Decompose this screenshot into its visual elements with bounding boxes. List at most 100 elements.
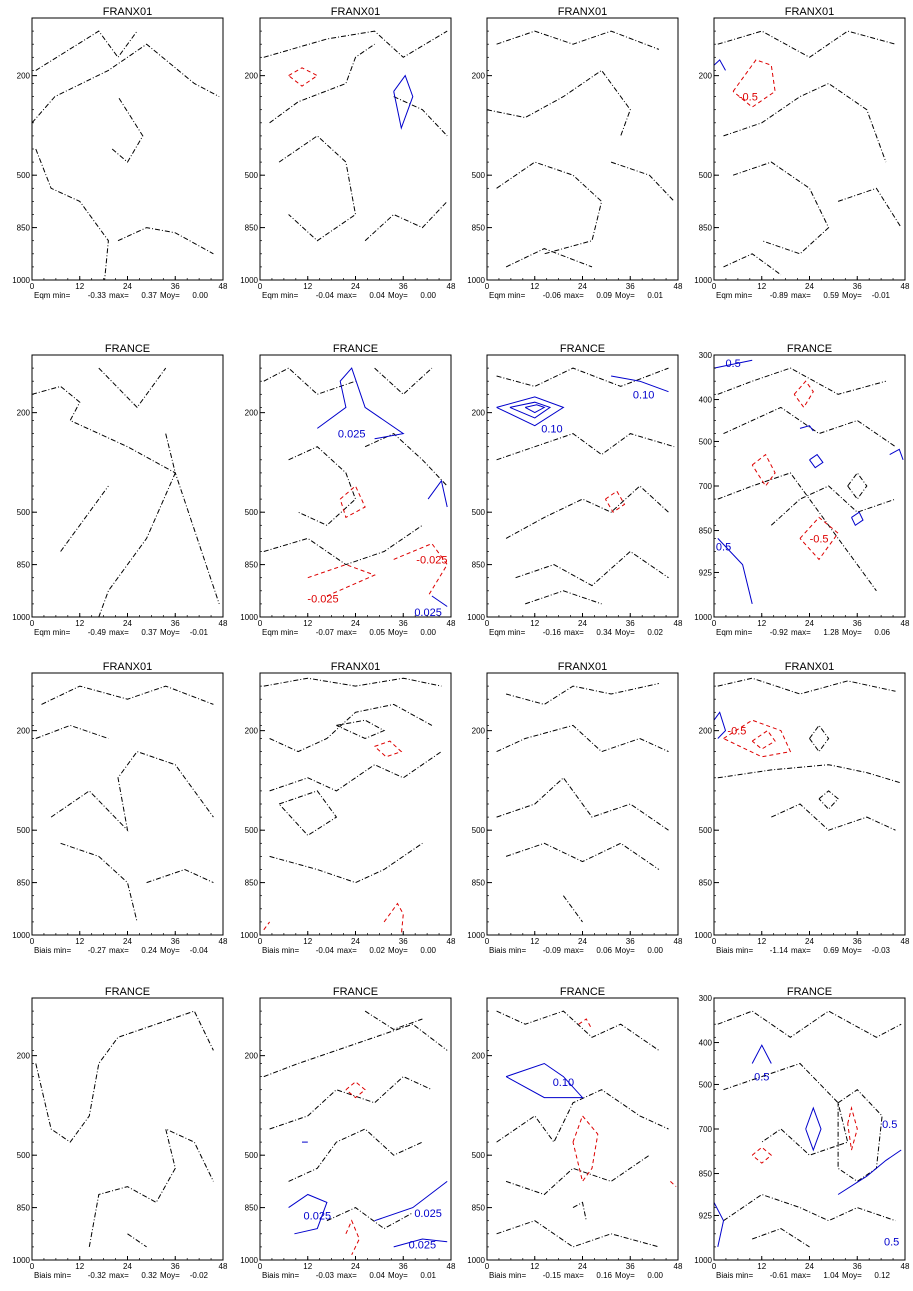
panel-title: FRANCE [105, 986, 150, 998]
x-tick-label: 48 [447, 1262, 456, 1271]
zero-contour [35, 724, 109, 739]
x-tick-label: 36 [626, 282, 635, 291]
x-tick-label: 24 [578, 1262, 587, 1271]
x-tick-label: 48 [219, 282, 228, 291]
contour-label: 0.025 [304, 1210, 332, 1222]
x-tick-label: 48 [219, 937, 228, 946]
stats-max-label: max= [791, 628, 811, 637]
x-tick-label: 12 [303, 282, 312, 291]
panel-title: FRANX01 [331, 661, 381, 673]
y-tick-label: 200 [245, 727, 259, 736]
x-tick-label: 0 [485, 1262, 490, 1271]
y-tick-label: 1000 [240, 613, 258, 622]
stats-max-value: 0.16 [596, 1271, 612, 1280]
zero-contour [146, 868, 214, 884]
y-tick-label: 300 [699, 351, 713, 360]
x-tick-label: 12 [303, 1262, 312, 1271]
y-tick-label: 850 [699, 527, 713, 536]
stats-moy-value: 0.06 [874, 628, 890, 637]
x-tick-label: 0 [712, 619, 717, 628]
stats-label: Eqm min= [716, 628, 753, 637]
zero-contour [88, 1128, 214, 1247]
y-tick-label: 200 [699, 727, 713, 736]
stats-moy-label: Moy= [160, 1271, 180, 1280]
x-tick-label: 24 [805, 619, 814, 628]
positive-contour [805, 1106, 822, 1152]
stats-min-value: -0.07 [316, 628, 335, 637]
y-tick-label: 850 [699, 224, 713, 233]
zero-contour [35, 148, 109, 281]
stats-max-label: max= [109, 1271, 129, 1280]
zero-contour [717, 30, 896, 58]
stats-moy-value: 0.01 [420, 1271, 436, 1280]
y-tick-label: 200 [245, 1052, 259, 1061]
stats-max-label: max= [791, 291, 811, 300]
panel-title: FRANX01 [558, 661, 608, 673]
zero-contour [717, 677, 896, 695]
y-tick-label: 850 [699, 879, 713, 888]
zero-contour [525, 590, 602, 605]
x-tick-label: 36 [853, 282, 862, 291]
x-tick-label: 0 [485, 619, 490, 628]
zero-contour [771, 803, 896, 831]
stats-moy-value: 0.01 [647, 291, 663, 300]
negative-contour [723, 719, 792, 758]
y-tick-label: 200 [17, 1052, 31, 1061]
y-tick-label: 500 [17, 171, 31, 180]
zero-contour [752, 1228, 810, 1248]
x-tick-label: 36 [399, 282, 408, 291]
x-tick-label: 48 [447, 619, 456, 628]
zero-contour [496, 1089, 669, 1144]
zero-contour [35, 30, 138, 71]
zero-contour [610, 161, 675, 202]
y-tick-label: 500 [699, 437, 713, 446]
y-tick-label: 1000 [694, 276, 712, 285]
x-tick-label: 12 [303, 619, 312, 628]
negative-contour [793, 380, 814, 409]
stats-label: Biais min= [489, 946, 526, 955]
contour-label: 0.025 [414, 607, 442, 619]
panel-4: FRANX01 -0.5 0 12 24 36 48 200 500 850 1000 Eqm min… [694, 6, 910, 300]
zero-contour [818, 790, 839, 810]
panel-title: FRANCE [105, 343, 150, 355]
zero-contour [127, 1233, 147, 1248]
stats-moy-value: 0.00 [192, 291, 208, 300]
stats-min-value: -0.04 [316, 946, 335, 955]
negative-contour [572, 1114, 599, 1183]
stats-moy-value: -0.03 [872, 946, 891, 955]
contour-label: -0.025 [416, 554, 447, 566]
zero-contour [41, 685, 214, 705]
zero-contour [374, 367, 433, 395]
x-tick-label: 24 [123, 619, 132, 628]
y-tick-label: 1000 [12, 1256, 30, 1265]
positive-contour [496, 396, 565, 427]
stats-min-value: -0.89 [770, 291, 789, 300]
x-tick-label: 0 [485, 937, 490, 946]
zero-contour [723, 1062, 849, 1156]
zero-contour [496, 1010, 660, 1051]
y-tick-label: 925 [699, 1211, 713, 1220]
zero-contour [60, 485, 109, 552]
y-tick-label: 1000 [467, 1256, 485, 1265]
x-tick-label: 24 [805, 1262, 814, 1271]
stats-moy-label: Moy= [842, 628, 862, 637]
stats-max-label: max= [337, 628, 357, 637]
positive-contour [713, 359, 753, 369]
x-tick-label: 0 [30, 1262, 35, 1271]
x-tick-label: 0 [712, 282, 717, 291]
positive-contour [288, 1193, 328, 1235]
plot-frame [31, 672, 224, 936]
y-tick-label: 500 [472, 508, 486, 517]
zero-contour [364, 1010, 423, 1030]
stats-max-value: 1.04 [823, 1271, 839, 1280]
contour-label: 0.025 [338, 429, 366, 441]
x-tick-label: 24 [123, 1262, 132, 1271]
stats-label: Eqm min= [716, 291, 753, 300]
zero-contour [269, 751, 442, 792]
y-tick-label: 500 [245, 508, 259, 517]
positive-contour [509, 401, 552, 419]
contour-label: 0.025 [409, 1239, 437, 1251]
zero-contour [723, 82, 887, 163]
y-tick-label: 500 [472, 171, 486, 180]
y-tick-label: 1000 [694, 931, 712, 940]
